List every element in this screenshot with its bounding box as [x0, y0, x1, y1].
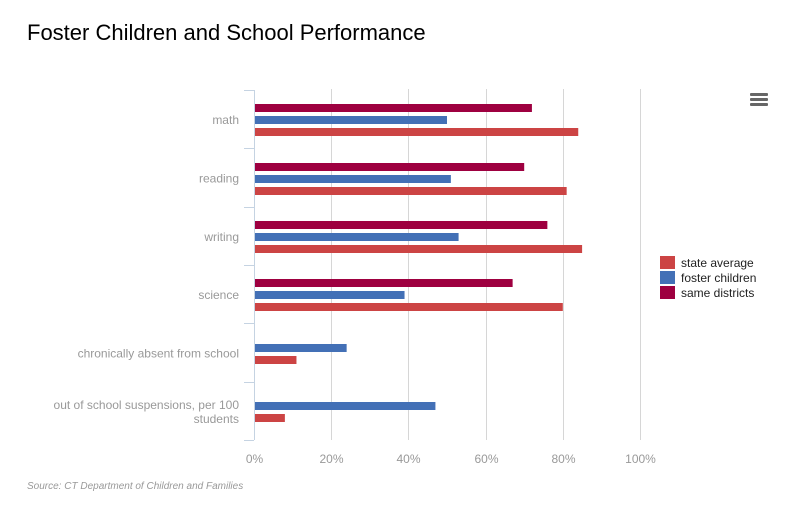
- x-tick-label: 40%: [396, 452, 420, 466]
- category-label: chronically absent from school: [78, 347, 239, 361]
- category-label: reading: [199, 172, 239, 186]
- menu-line: [750, 93, 768, 96]
- bar-foster-children: [255, 291, 405, 299]
- legend-swatch: [660, 271, 675, 284]
- x-tick-label: 100%: [625, 452, 656, 466]
- legend-label: foster children: [681, 271, 756, 285]
- category-label: out of school suspensions, per 100: [54, 398, 240, 412]
- bar-foster-children: [255, 402, 436, 410]
- bars: [255, 104, 583, 422]
- bar-same-districts: [255, 221, 548, 229]
- legend-swatch: [660, 256, 675, 269]
- hamburger-menu-icon[interactable]: [750, 93, 768, 109]
- source-note: Source: CT Department of Children and Fa…: [27, 481, 244, 492]
- bar-state-average: [255, 187, 567, 195]
- bar-state-average: [255, 303, 563, 311]
- x-tick-label: 80%: [551, 452, 575, 466]
- bar-same-districts: [255, 163, 525, 171]
- bar-foster-children: [255, 175, 451, 183]
- x-tick-label: 0%: [246, 452, 264, 466]
- chart-title: Foster Children and School Performance: [27, 20, 426, 45]
- category-label: writing: [203, 230, 239, 244]
- x-tick-labels: 0% 20% 40% 60% 80% 100%: [246, 452, 656, 466]
- bar-foster-children: [255, 344, 347, 352]
- bar-same-districts: [255, 279, 513, 287]
- bar-same-districts: [255, 104, 532, 112]
- x-tick-label: 20%: [319, 452, 343, 466]
- y-axis: [244, 90, 255, 441]
- bar-state-average: [255, 128, 579, 136]
- menu-line: [750, 98, 768, 101]
- category-label: students: [194, 412, 239, 426]
- bar-foster-children: [255, 233, 459, 241]
- category-label: science: [198, 288, 239, 302]
- x-tick-label: 60%: [474, 452, 498, 466]
- legend-swatch: [660, 286, 675, 299]
- bar-state-average: [255, 245, 583, 253]
- gridlines: [331, 89, 641, 440]
- bar-state-average: [255, 414, 285, 422]
- legend-label: same districts: [681, 286, 754, 300]
- legend-label: state average: [681, 256, 754, 270]
- bar-foster-children: [255, 116, 447, 124]
- menu-line: [750, 103, 768, 106]
- category-label: math: [212, 113, 239, 127]
- category-labels: math reading writing science chronically abs…: [54, 113, 240, 426]
- bar-state-average: [255, 356, 297, 364]
